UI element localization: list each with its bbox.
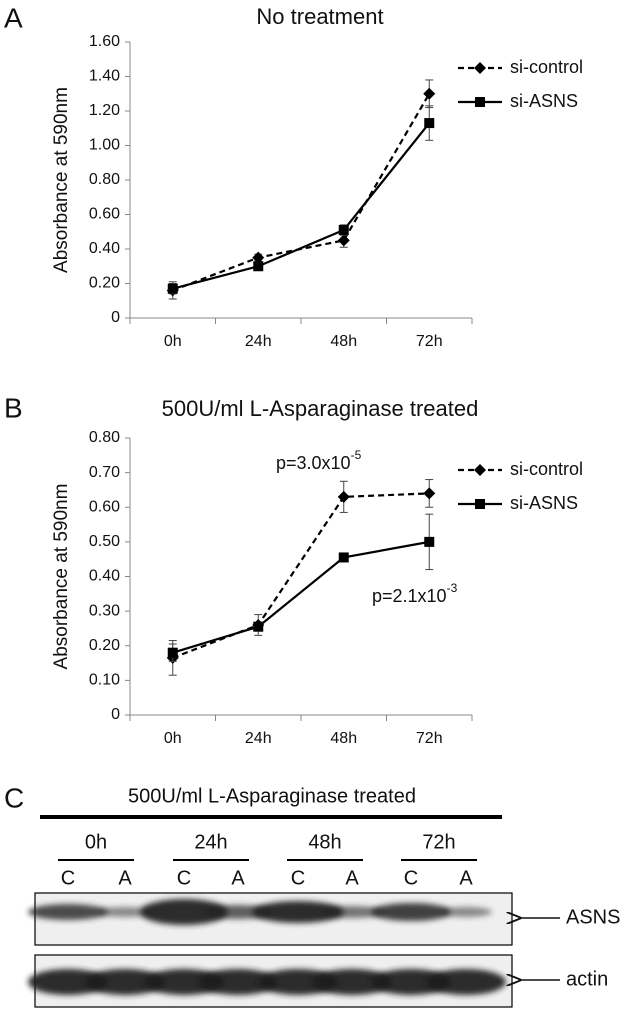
- y-tick-label: 0.20: [89, 637, 120, 654]
- y-tick-label: 0.40: [89, 240, 120, 257]
- blot-band: [440, 907, 492, 917]
- marker-diamond: [423, 87, 436, 100]
- lane-label: C: [177, 867, 191, 889]
- legend-label: si-control: [510, 459, 583, 479]
- y-tick-label: 0.20: [89, 275, 120, 292]
- blot-band: [97, 907, 153, 917]
- timepoint-label: 72h: [422, 831, 455, 853]
- x-tick-label: 0h: [164, 333, 182, 350]
- timepoint-label: 0h: [85, 831, 107, 853]
- blot-band: [426, 969, 506, 995]
- y-axis-title: Absorbance at 590nm: [51, 87, 72, 273]
- series-line: [172, 492, 430, 659]
- legend-marker: [475, 499, 485, 509]
- x-tick-label: 72h: [416, 730, 443, 747]
- band-label: ASNS: [566, 906, 620, 928]
- y-tick-label: 1.20: [89, 102, 120, 119]
- panel-letter: C: [4, 782, 24, 813]
- lane-label: A: [231, 867, 245, 889]
- x-tick-label: 48h: [330, 333, 357, 350]
- lane-label: A: [459, 867, 473, 889]
- y-tick-label: 0: [111, 309, 120, 326]
- x-tick-label: 72h: [416, 333, 443, 350]
- blot-band: [371, 903, 451, 921]
- marker-square: [424, 118, 435, 129]
- legend-marker: [475, 97, 485, 107]
- legend-marker: [474, 62, 486, 74]
- lane-label: C: [404, 867, 418, 889]
- blot-band: [140, 899, 228, 925]
- annotation: p=2.1x10-3: [372, 581, 458, 606]
- annotation-text: p=3.0x10: [276, 453, 351, 473]
- x-tick-label: 24h: [245, 333, 272, 350]
- annotation-sup: -5: [351, 448, 362, 462]
- annotation-sup: -3: [447, 581, 458, 595]
- annotation-text: p=2.1x10: [372, 586, 447, 606]
- marker-diamond: [252, 251, 265, 264]
- y-tick-label: 0.60: [89, 498, 120, 515]
- blot-band: [312, 969, 392, 995]
- chart-title: 500U/ml L-Asparaginase treated: [162, 396, 479, 421]
- y-tick-label: 1.40: [89, 68, 120, 85]
- annotation: p=3.0x10-5: [276, 448, 362, 473]
- marker-diamond: [337, 490, 350, 503]
- panel-letter: B: [4, 392, 23, 423]
- marker-square: [338, 225, 349, 236]
- chart-title: No treatment: [256, 4, 383, 29]
- blot-title: 500U/ml L-Asparaginase treated: [128, 785, 416, 807]
- blot-band: [198, 969, 278, 995]
- x-tick-label: 24h: [245, 730, 272, 747]
- blot-band: [371, 969, 451, 995]
- lane-label: A: [118, 867, 132, 889]
- y-tick-label: 0.80: [89, 429, 120, 446]
- blot-band: [320, 906, 384, 918]
- blot-band: [85, 969, 165, 995]
- x-tick-label: 0h: [164, 730, 182, 747]
- marker-square: [167, 647, 178, 658]
- marker-square: [253, 621, 264, 632]
- legend-marker: [474, 464, 486, 476]
- lane-label: A: [345, 867, 359, 889]
- lane-label: C: [291, 867, 305, 889]
- marker-square: [424, 536, 435, 547]
- lane-label: C: [61, 867, 75, 889]
- y-tick-label: 0.70: [89, 464, 120, 481]
- marker-diamond: [337, 234, 350, 247]
- series-line: [172, 540, 430, 654]
- blot-band: [252, 901, 344, 923]
- y-tick-label: 1.60: [89, 33, 120, 50]
- legend-label: si-ASNS: [510, 91, 578, 111]
- legend-label: si-control: [510, 57, 583, 77]
- y-axis-title: Absorbance at 590nm: [51, 484, 72, 670]
- band-label: actin: [566, 968, 608, 990]
- y-tick-label: 0: [111, 706, 120, 723]
- marker-square: [338, 552, 349, 563]
- panel-letter: A: [4, 2, 23, 33]
- marker-diamond: [423, 487, 436, 500]
- y-tick-label: 0.10: [89, 672, 120, 689]
- x-tick-label: 48h: [330, 730, 357, 747]
- legend-label: si-ASNS: [510, 493, 578, 513]
- series-line: [172, 93, 431, 292]
- timepoint-label: 24h: [194, 831, 227, 853]
- y-tick-label: 0.50: [89, 533, 120, 550]
- blot-band: [28, 969, 108, 995]
- blot-band: [28, 904, 108, 920]
- y-tick-label: 1.00: [89, 137, 120, 154]
- marker-square: [167, 283, 178, 294]
- y-tick-label: 0.40: [89, 568, 120, 585]
- series-line: [172, 122, 431, 290]
- y-tick-label: 0.30: [89, 602, 120, 619]
- timepoint-label: 48h: [308, 831, 341, 853]
- y-tick-label: 0.80: [89, 171, 120, 188]
- y-tick-label: 0.60: [89, 206, 120, 223]
- marker-square: [253, 261, 264, 272]
